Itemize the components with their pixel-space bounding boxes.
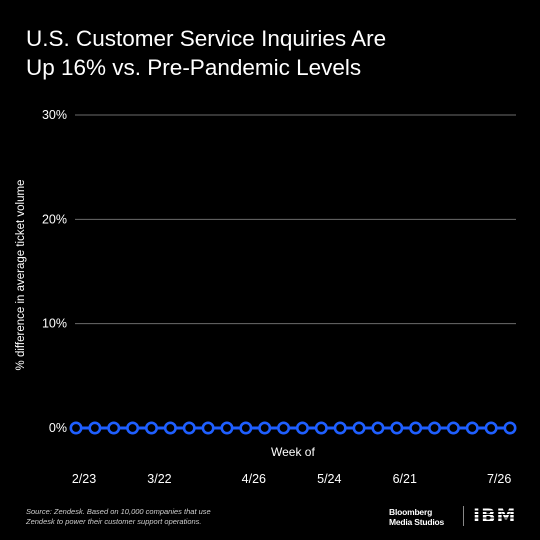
y-axis-ticks: 0% 10% 20% 30%: [42, 108, 67, 435]
data-point: [333, 421, 347, 435]
chart-title-line-2: Up 16% vs. Pre-Pandemic Levels: [26, 55, 362, 80]
x-tick-label: 4/26: [242, 472, 266, 486]
data-point: [409, 421, 423, 435]
source-note-line-2: Zendesk to power their customer support …: [26, 517, 202, 526]
data-point: [88, 421, 102, 435]
y-tick-label: 10%: [42, 317, 67, 331]
data-point: [258, 421, 272, 435]
bloomberg-media-studios-logo: Bloomberg Media Studios: [389, 507, 445, 527]
data-point: [69, 421, 83, 435]
chart-title: U.S. Customer Service Inquiries Are Up 1…: [26, 24, 506, 82]
data-point: [107, 421, 121, 435]
brand-line-2: Media Studios: [389, 516, 445, 527]
brand-line-1: Bloomberg: [389, 507, 433, 517]
data-point: [446, 421, 460, 435]
source-note-line-1: Source: Zendesk. Based on 10,000 compani…: [26, 507, 211, 516]
data-point: [484, 421, 498, 435]
data-point: [314, 421, 328, 435]
x-tick-label: 6/21: [393, 472, 417, 486]
gridlines: [75, 114, 516, 325]
y-tick-label: 20%: [42, 212, 67, 226]
x-tick-label: 5/24: [317, 472, 341, 486]
x-tick-label: 2/23: [72, 472, 96, 486]
ibm-logo: IBM: [473, 505, 517, 527]
data-point: [465, 421, 479, 435]
data-point: [163, 421, 177, 435]
data-point: [126, 421, 140, 435]
y-tick-label: 30%: [42, 108, 67, 122]
series: [69, 421, 517, 435]
chart-title-line-1: U.S. Customer Service Inquiries Are: [26, 26, 387, 51]
data-point: [428, 421, 442, 435]
data-point: [182, 421, 196, 435]
x-tick-label: 7/26: [487, 472, 511, 486]
source-note: Source: Zendesk. Based on 10,000 compani…: [26, 507, 246, 527]
data-point: [295, 421, 309, 435]
logo-divider: [463, 506, 464, 526]
y-axis-label: % difference in average ticket volume: [15, 179, 27, 371]
data-point: [503, 421, 517, 435]
data-point: [371, 421, 385, 435]
data-point: [239, 421, 253, 435]
data-point: [201, 421, 215, 435]
data-point: [352, 421, 366, 435]
y-tick-label: 0%: [49, 421, 67, 435]
data-point: [277, 421, 291, 435]
x-tick-label: 3/22: [147, 472, 171, 486]
data-point: [144, 421, 158, 435]
data-point: [220, 421, 234, 435]
x-axis-ticks: 2/23 3/22 4/26 5/24 6/21 7/26: [72, 472, 512, 486]
data-point: [390, 421, 404, 435]
x-axis-label: Week of: [271, 445, 315, 459]
